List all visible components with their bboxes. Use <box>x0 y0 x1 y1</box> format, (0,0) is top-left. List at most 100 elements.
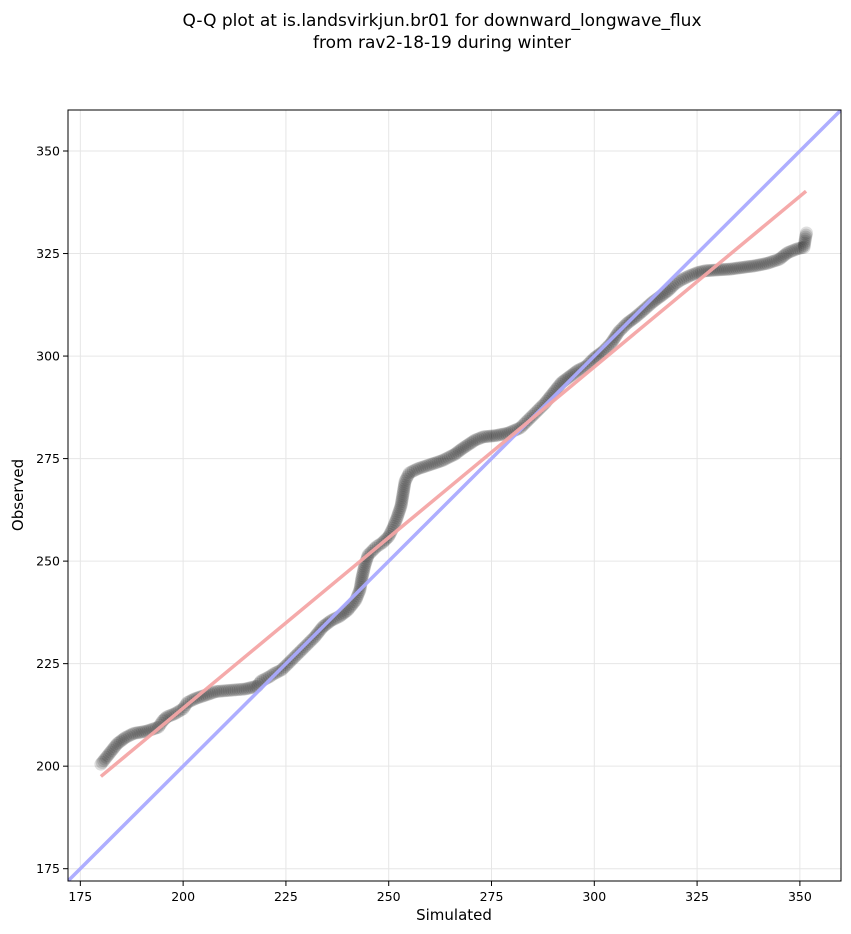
data-point <box>468 433 482 447</box>
y-tick-label: 250 <box>36 554 60 569</box>
x-tick-label: 300 <box>582 889 606 904</box>
x-tick-label: 350 <box>788 889 812 904</box>
data-point <box>491 428 505 442</box>
data-point <box>591 349 605 363</box>
data-point <box>770 253 784 267</box>
data-point <box>723 262 737 276</box>
data-point <box>682 269 696 283</box>
data-point <box>396 489 410 502</box>
data-point <box>355 571 369 585</box>
data-point <box>766 254 780 268</box>
data-point <box>779 247 793 261</box>
data-point <box>112 735 126 749</box>
data-point <box>449 446 463 460</box>
data-point <box>406 464 420 478</box>
data-point <box>478 430 492 444</box>
data-point <box>783 245 797 259</box>
data-point <box>640 300 654 314</box>
data-point <box>265 668 279 682</box>
y-axis-label: Observed <box>9 459 27 531</box>
data-point <box>686 267 700 281</box>
data-point <box>415 460 429 474</box>
data-point <box>465 435 479 449</box>
y-tick-label: 350 <box>36 144 60 159</box>
y-tick-label: 275 <box>36 451 60 466</box>
data-point <box>355 568 369 582</box>
data-point <box>463 437 477 451</box>
data-point <box>236 682 250 696</box>
data-point <box>390 511 404 525</box>
data-point <box>399 472 413 486</box>
data-point <box>242 681 256 695</box>
data-point <box>402 466 416 480</box>
data-point <box>394 499 408 513</box>
data-point <box>791 242 805 256</box>
data-point <box>719 262 733 276</box>
data-point <box>119 730 133 744</box>
data-point <box>799 226 813 240</box>
data-point <box>451 445 465 459</box>
data-point <box>433 454 447 468</box>
data-point <box>592 347 606 361</box>
data-point <box>476 430 490 444</box>
data-point <box>594 346 608 360</box>
data-point <box>431 455 445 469</box>
data-point <box>421 458 435 472</box>
data-point <box>225 683 239 697</box>
data-point <box>413 461 427 475</box>
data-point <box>117 732 131 746</box>
chart-title-line-1: Q-Q plot at is.landsvirkjun.br01 for dow… <box>182 11 701 31</box>
data-point <box>472 431 486 445</box>
data-point <box>461 438 475 452</box>
data-point <box>213 684 227 698</box>
data-point <box>680 270 694 284</box>
data-point <box>688 267 702 281</box>
data-point <box>220 684 234 698</box>
data-point <box>739 260 753 274</box>
data-point <box>798 236 812 250</box>
data-point <box>495 427 509 441</box>
data-point <box>227 683 241 697</box>
data-point <box>795 241 809 255</box>
data-point <box>797 240 811 254</box>
data-point <box>240 682 254 696</box>
data-point <box>129 726 143 740</box>
data-point <box>690 266 704 280</box>
data-point <box>95 755 109 769</box>
data-point <box>482 429 496 443</box>
data-point <box>448 447 461 461</box>
data-point <box>568 366 582 380</box>
data-point <box>754 258 768 272</box>
data-point <box>94 757 108 771</box>
data-point <box>398 474 412 488</box>
data-point <box>756 257 770 271</box>
data-point <box>676 272 690 286</box>
data-point <box>678 271 692 285</box>
data-point <box>396 484 410 498</box>
data-point <box>731 261 745 275</box>
data-point <box>459 439 473 453</box>
data-point <box>435 454 449 468</box>
data-point <box>391 509 405 523</box>
axis-ticks: 175 200 225 250 275 300 325 350 175 200 225 250 275 3… <box>36 144 812 904</box>
data-point <box>750 258 764 272</box>
data-point <box>357 562 371 576</box>
data-point <box>429 456 443 470</box>
y-tick-label: 175 <box>36 861 60 876</box>
data-point <box>244 681 258 695</box>
data-point <box>633 306 647 320</box>
data-point <box>195 689 209 703</box>
data-point <box>632 307 646 321</box>
data-point <box>127 726 141 740</box>
x-tick-label: 250 <box>377 889 401 904</box>
data-point <box>218 684 232 698</box>
data-point <box>164 708 178 722</box>
data-point <box>216 684 230 698</box>
data-point <box>125 727 139 741</box>
data-point <box>207 685 221 699</box>
data-point <box>785 244 799 258</box>
data-point <box>393 503 407 517</box>
data-point <box>638 302 652 316</box>
data-point <box>408 463 422 477</box>
